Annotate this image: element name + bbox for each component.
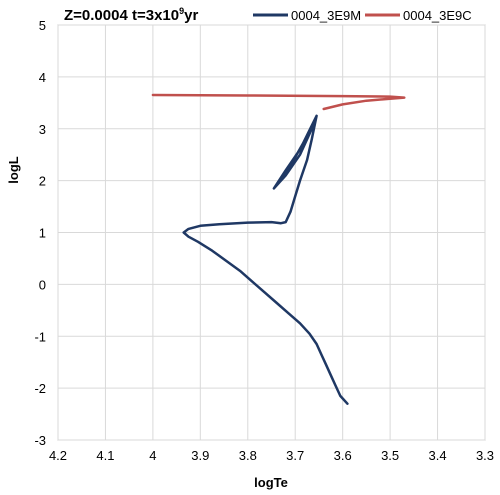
x-tick-label: 3.9 <box>191 448 209 463</box>
y-axis-title: logL <box>6 156 21 183</box>
y-tick-label: 0 <box>39 277 46 292</box>
grid-lines <box>57 24 486 441</box>
x-tick-label: 3.4 <box>429 448 447 463</box>
x-tick-label: 3.8 <box>239 448 257 463</box>
y-tick-label: 4 <box>39 70 46 85</box>
series-line-0004-3e9m <box>182 114 349 405</box>
x-tick-label: 3.5 <box>381 448 399 463</box>
x-axis-title: logTe <box>254 475 288 490</box>
y-tick-label: 5 <box>39 18 46 33</box>
x-tick-label: 4.2 <box>49 448 67 463</box>
series-line-0004-3e9c <box>151 93 406 111</box>
series-lines <box>151 93 406 405</box>
y-tick-label: 2 <box>39 174 46 189</box>
x-tick-label: 4 <box>149 448 156 463</box>
y-tick-label: -2 <box>34 381 46 396</box>
chart-title: Z=0.0004 t=3x109yr <box>64 6 198 24</box>
y-tick-label: 3 <box>39 122 46 137</box>
x-tick-label: 3.6 <box>334 448 352 463</box>
legend-label-0004-3e9c: 0004_3E9C <box>403 8 472 23</box>
legend-label-0004-3e9m: 0004_3E9M <box>291 8 361 23</box>
y-tick-label: 1 <box>39 226 46 241</box>
x-tick-label: 4.1 <box>96 448 114 463</box>
tick-labels: 4.2 4.1 4 3.9 3.8 3.7 3.6 3.5 3.4 3.3 5 4 3 2 1 0 -1 -2 -3 <box>34 18 494 463</box>
y-tick-label: -1 <box>34 329 46 344</box>
x-tick-label: 3.7 <box>286 448 304 463</box>
x-tick-label: 3.3 <box>476 448 494 463</box>
legend: 0004_3E9M 0004_3E9C <box>253 8 472 23</box>
y-tick-label: -3 <box>34 433 46 448</box>
